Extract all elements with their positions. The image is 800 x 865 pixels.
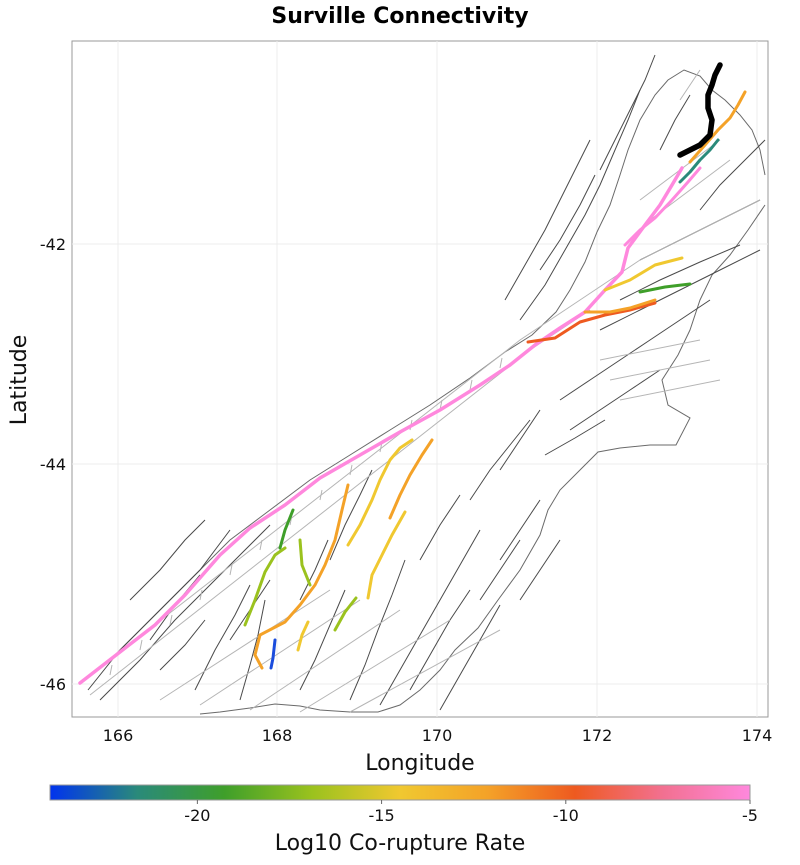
- rupture-kekerengu: [603, 256, 684, 292]
- colorbar-tick-label: -20: [184, 806, 210, 825]
- x-tick-label: 170: [422, 726, 453, 745]
- rupture-lines: [78, 62, 747, 685]
- x-axis-title: Longitude: [365, 751, 474, 776]
- rupture-otago-2: [346, 438, 414, 547]
- rupture-alpine-fault: [78, 166, 684, 685]
- fault-network: [87, 54, 766, 711]
- y-tick-label: -46: [40, 675, 66, 694]
- rupture-hope: [526, 301, 657, 344]
- x-tick-label: 168: [262, 726, 293, 745]
- source-fault-surville: [677, 62, 723, 158]
- colorbar-title: Log10 Co-rupture Rate: [275, 831, 526, 856]
- colorbar-ticks: -20 -15 -10 -5: [184, 800, 758, 825]
- rupture-fiordland-yellow: [298, 538, 312, 587]
- x-tick-label: 172: [582, 726, 613, 745]
- rupture-fiordland-blue: [269, 638, 277, 670]
- colorbar: [49, 784, 751, 801]
- x-ticks: 166 168 170 172 174: [103, 726, 773, 745]
- rupture-northeast-2: [678, 138, 720, 184]
- y-ticks: -42 -44 -46: [40, 235, 66, 694]
- rupture-fiordland-small: [296, 620, 310, 652]
- gridlines: [72, 41, 768, 717]
- y-axis-title: Latitude: [7, 335, 32, 426]
- x-tick-label: 166: [103, 726, 134, 745]
- rupture-otago-3: [366, 510, 407, 600]
- x-tick-label: 174: [742, 726, 773, 745]
- colorbar-tick-label: -10: [553, 806, 579, 825]
- rupture-otago-4: [333, 596, 358, 632]
- rupture-northeast-1: [688, 90, 747, 164]
- rupture-fiordland-orange: [253, 483, 350, 670]
- rupture-awatere: [583, 298, 657, 314]
- rupture-clarence: [638, 282, 692, 294]
- colorbar-tick-label: -15: [369, 806, 395, 825]
- chart-title: Surville Connectivity: [271, 4, 528, 29]
- y-tick-label: -42: [40, 235, 66, 254]
- rupture-wairau: [623, 166, 702, 247]
- rupture-fiordland-west: [243, 546, 287, 627]
- rupture-otago-1: [388, 438, 434, 520]
- colorbar-tick-label: -5: [742, 806, 758, 825]
- plot-panel: [71, 40, 769, 718]
- rupture-fiordland-green: [278, 508, 295, 550]
- y-tick-label: -44: [40, 455, 66, 474]
